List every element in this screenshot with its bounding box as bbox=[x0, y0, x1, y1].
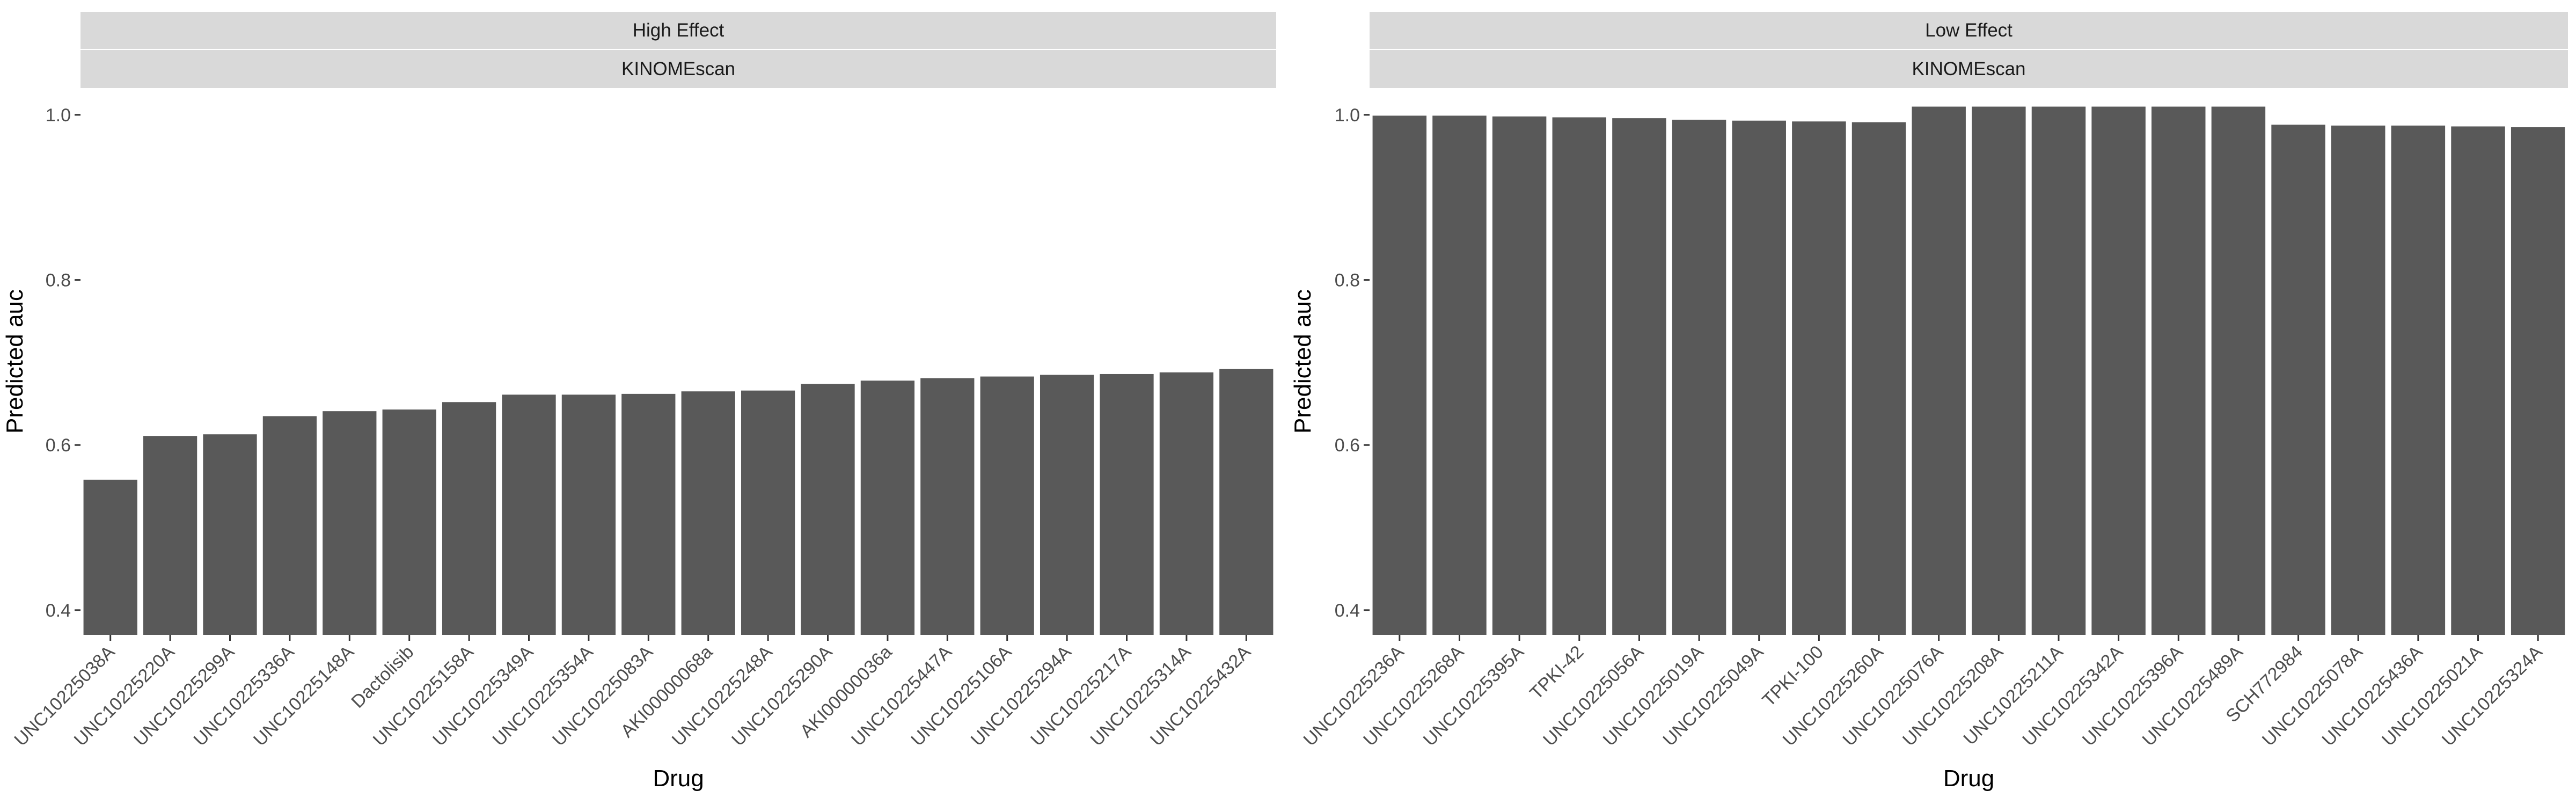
low-effect-bar bbox=[1432, 115, 1487, 635]
low-effect-facet-title: Low Effect bbox=[1925, 20, 2012, 41]
low-effect-bar bbox=[1612, 118, 1666, 635]
low-effect-y-tick-label: 0.6 bbox=[1335, 435, 1360, 456]
high-effect-y-tick-label: 0.4 bbox=[46, 601, 71, 621]
high-effect-bar bbox=[1100, 374, 1154, 635]
high-effect-bar bbox=[980, 376, 1034, 635]
high-effect-bar bbox=[262, 416, 317, 635]
high-effect-y-tick-label: 1.0 bbox=[46, 105, 71, 126]
low-effect-bar bbox=[1672, 120, 1726, 635]
low-effect-bar bbox=[2391, 125, 2446, 635]
low-effect-y-tick-label: 0.4 bbox=[1335, 601, 1360, 621]
low-effect-y-tick-label: 1.0 bbox=[1335, 105, 1360, 126]
low-effect-facet-strip-top bbox=[1370, 12, 2568, 49]
low-effect-bar bbox=[1492, 116, 1547, 635]
high-effect-bar bbox=[442, 402, 496, 635]
low-effect-facet-subtitle: KINOMEscan bbox=[1912, 58, 2026, 79]
high-effect-bar bbox=[382, 409, 436, 635]
high-effect-bar bbox=[681, 391, 735, 635]
low-effect-bar bbox=[2511, 127, 2565, 635]
high-effect-x-axis-title: Drug bbox=[653, 765, 704, 792]
high-effect-bar bbox=[1040, 375, 1094, 635]
low-effect-bar bbox=[2031, 106, 2086, 635]
high-effect-bar bbox=[1219, 369, 1274, 635]
low-effect-bar bbox=[1552, 117, 1607, 635]
low-effect-bar bbox=[1972, 106, 2026, 635]
low-effect-y-axis-title: Predicted auc bbox=[1290, 289, 1316, 434]
low-effect-y-tick-label: 0.8 bbox=[1335, 270, 1360, 291]
low-effect-bar bbox=[1372, 115, 1427, 635]
low-effect-bar bbox=[2151, 106, 2206, 635]
high-effect-bar bbox=[860, 380, 915, 635]
high-effect-y-tick-label: 0.6 bbox=[46, 435, 71, 456]
low-effect-bar bbox=[2451, 126, 2505, 635]
high-effect-bar bbox=[143, 436, 197, 635]
low-effect-bar bbox=[2091, 106, 2146, 635]
high-effect-facet-subtitle: KINOMEscan bbox=[621, 58, 735, 79]
high-effect-y-tick-label: 0.8 bbox=[46, 270, 71, 291]
high-effect-y-axis-title: Predicted auc bbox=[2, 289, 28, 434]
high-effect-bar bbox=[621, 393, 676, 635]
low-effect-bar bbox=[1912, 106, 1966, 635]
high-effect-facet-title: High Effect bbox=[633, 20, 724, 41]
high-effect-bar bbox=[502, 394, 556, 635]
high-effect-bar bbox=[1159, 372, 1214, 635]
high-effect-facet-strip-top bbox=[80, 12, 1276, 49]
low-effect-bar bbox=[2211, 106, 2266, 635]
high-effect-bar bbox=[741, 390, 795, 635]
high-effect-bar bbox=[203, 434, 257, 635]
high-effect-bar bbox=[323, 411, 377, 635]
low-effect-bar bbox=[1851, 122, 1906, 635]
low-effect-bar bbox=[2331, 125, 2385, 635]
low-effect-facet-strip-sub bbox=[1370, 50, 2568, 88]
low-effect-bar bbox=[1792, 121, 1846, 635]
high-effect-bar bbox=[83, 479, 137, 635]
high-effect-bar bbox=[801, 384, 855, 635]
low-effect-x-axis-title: Drug bbox=[1943, 765, 1994, 792]
high-effect-bar bbox=[920, 378, 975, 635]
high-effect-facet-strip-sub bbox=[80, 50, 1276, 88]
low-effect-bar bbox=[1732, 120, 1786, 635]
low-effect-bar bbox=[2271, 125, 2325, 635]
high-effect-bar bbox=[561, 394, 616, 635]
